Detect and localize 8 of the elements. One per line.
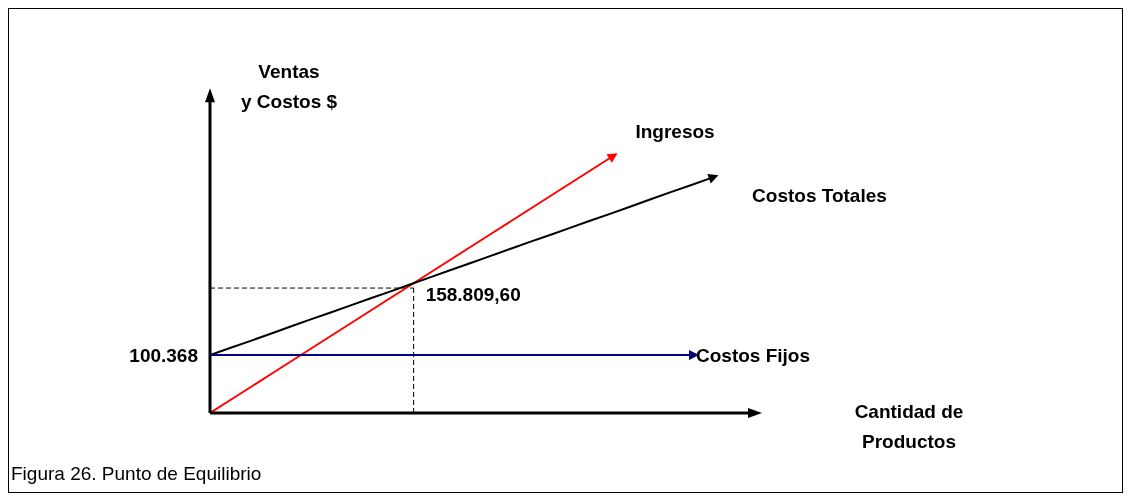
series-label: Ingresos — [635, 121, 715, 143]
annotation: 158.809,60 — [425, 283, 521, 305]
text: Figura 26. Punto de Equilibrio — [11, 463, 262, 484]
y-axis-title: Ventas y Costos $ — [240, 61, 338, 112]
text: Cantidad de Productos — [854, 401, 964, 452]
text: Costos Totales — [752, 184, 887, 206]
series-label: Costos Fijos — [696, 344, 811, 366]
text: 100.368 — [129, 344, 198, 366]
